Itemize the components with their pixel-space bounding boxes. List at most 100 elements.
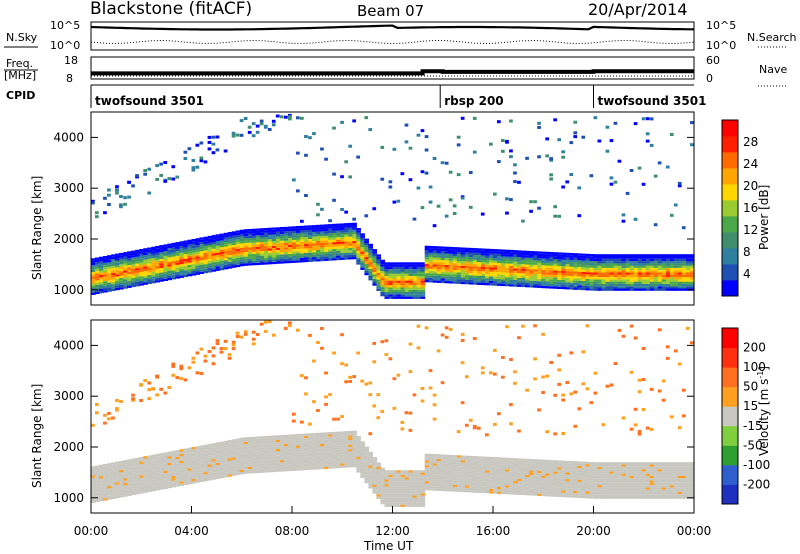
heatmap-cell [167, 259, 172, 262]
heatmap-cell [352, 449, 357, 452]
heatmap-cell [424, 254, 430, 258]
heatmap-cell [545, 475, 550, 479]
heatmap-cell [400, 292, 406, 295]
heatmap-cell [199, 244, 205, 247]
heatmap-cell [480, 371, 485, 375]
heatmap-cell [324, 157, 328, 161]
heatmap-cell [195, 261, 201, 264]
heatmap-cell [529, 273, 534, 277]
heatmap-cell [267, 449, 273, 452]
heatmap-cell [472, 266, 478, 269]
heatmap-cell [348, 462, 353, 466]
heatmap-cell [569, 488, 574, 491]
heatmap-cell [485, 255, 490, 258]
heatmap-cell [533, 278, 538, 281]
heatmap-cell [372, 251, 377, 254]
heatmap-cell [155, 481, 160, 484]
heatmap-cell [203, 243, 209, 246]
heatmap-cell [340, 461, 345, 464]
heatmap-cell [533, 470, 538, 473]
heatmap-cell [376, 284, 381, 287]
heatmap-cell [195, 471, 201, 474]
heatmap-cell [460, 457, 466, 461]
colorbar-tick-label: 24 [743, 157, 758, 171]
heatmap-cell [489, 253, 494, 256]
heatmap-cell [605, 480, 611, 483]
heatmap-cell [284, 235, 289, 239]
heatmap-cell [288, 457, 293, 460]
heatmap-cell [147, 455, 152, 458]
heatmap-cell [320, 441, 325, 444]
heatmap-cell [115, 274, 120, 277]
heatmap-cell [460, 254, 466, 257]
heatmap-cell [328, 450, 333, 453]
heatmap-cell [669, 213, 674, 217]
heatmap-cell [613, 261, 619, 264]
heatmap-cell [501, 149, 505, 153]
heatmap-cell [119, 492, 124, 496]
heatmap-cell [380, 481, 385, 484]
heatmap-cell [211, 255, 217, 258]
heatmap-cell [613, 277, 619, 280]
heatmap-cell [537, 281, 542, 284]
heatmap-cell [316, 435, 321, 438]
heatmap-cell [163, 470, 168, 473]
heatmap-cell [119, 400, 123, 403]
heatmap-cell [308, 252, 313, 255]
heatmap-cell [581, 463, 586, 467]
heatmap-cell [99, 270, 104, 273]
heatmap-cell [573, 481, 578, 485]
heatmap-cell [629, 281, 635, 284]
heatmap-cell [529, 200, 533, 204]
heatmap-cell [275, 460, 281, 463]
heatmap-cell [501, 457, 506, 460]
heatmap-cell [211, 246, 217, 249]
heatmap-cell [364, 247, 369, 250]
heatmap-cell [468, 467, 474, 470]
heatmap-cell [533, 486, 538, 489]
heatmap-cell [312, 238, 317, 242]
heatmap-cell [332, 452, 337, 455]
heatmap-cell [561, 472, 566, 475]
heatmap-cell [621, 261, 627, 264]
heatmap-cell [251, 445, 257, 449]
heatmap-cell [460, 489, 466, 493]
heatmap-cell [171, 258, 176, 262]
heatmap-cell [247, 261, 253, 264]
heatmap-cell [111, 476, 116, 479]
heatmap-cell [589, 466, 595, 469]
heatmap-cell [400, 264, 406, 267]
heatmap-cell [320, 432, 325, 435]
heatmap-cell [103, 466, 108, 469]
heatmap-cell [312, 229, 317, 232]
heatmap-cell [243, 254, 249, 257]
heatmap-cell [549, 462, 554, 465]
heatmap-cell [243, 441, 249, 445]
heatmap-cell [613, 180, 618, 184]
heatmap-cell [340, 241, 345, 244]
heatmap-cell [513, 273, 518, 276]
heatmap-cell [219, 462, 225, 465]
heatmap-cell [653, 174, 658, 178]
heatmap-cell [107, 472, 112, 475]
heatmap-cell [561, 259, 566, 262]
heatmap-cell [388, 269, 394, 272]
heatmap-cell [364, 270, 369, 273]
heatmap-cell [284, 464, 289, 467]
heatmap-cell [263, 234, 269, 238]
heatmap-cell [324, 258, 329, 261]
heatmap-cell [537, 468, 542, 471]
heatmap-cell [637, 277, 643, 280]
heatmap-cell [267, 255, 273, 258]
heatmap-cell [316, 442, 321, 445]
heatmap-cell [131, 465, 136, 468]
heatmap-cell [223, 251, 229, 254]
heatmap-cell [123, 277, 128, 280]
heatmap-cell [207, 238, 213, 241]
heatmap-cell [107, 271, 112, 274]
heatmap-cell [468, 270, 474, 274]
heatmap-cell [167, 248, 172, 251]
heatmap-cell [187, 472, 193, 476]
heatmap-cell [207, 265, 213, 268]
heatmap-cell [336, 438, 341, 441]
